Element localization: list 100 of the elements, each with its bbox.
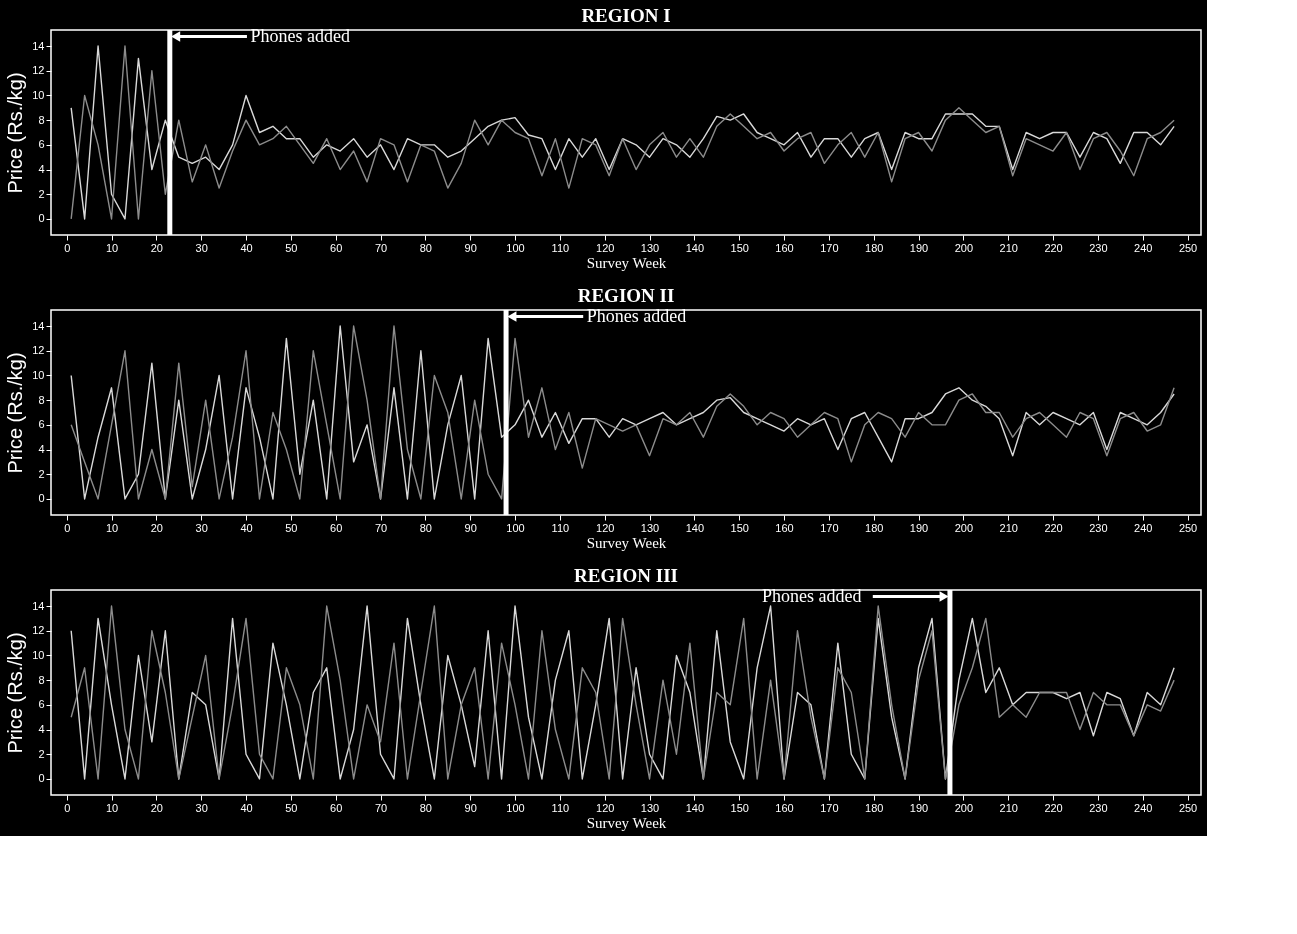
x-tick-label: 20 <box>150 801 163 814</box>
x-tick-label: 210 <box>999 241 1018 254</box>
x-tick-label: 150 <box>730 801 749 814</box>
x-tick-label: 30 <box>195 521 208 534</box>
line-series <box>70 605 1175 780</box>
y-tick-label: 12 <box>32 64 45 77</box>
x-tick-label: 60 <box>330 521 343 534</box>
x-tick-label: 240 <box>1134 521 1153 534</box>
y-tick-label: 0 <box>38 492 45 505</box>
x-tick-label: 100 <box>506 521 525 534</box>
x-tick-label: 20 <box>150 241 163 254</box>
y-tick-label: 4 <box>38 443 45 456</box>
x-tick-label: 220 <box>1044 521 1063 534</box>
y-tick-label: 6 <box>38 698 45 711</box>
line-series <box>70 325 1175 500</box>
y-tick-label: 8 <box>38 113 45 126</box>
chart-title: REGION I <box>581 4 671 26</box>
y-axis-title: Price (Rs./kg) <box>4 72 27 194</box>
x-tick-label: 240 <box>1134 801 1153 814</box>
x-tick-label: 70 <box>374 521 388 534</box>
x-tick-label: 10 <box>105 801 119 814</box>
y-tick-label: 10 <box>32 368 45 381</box>
x-tick-label: 180 <box>865 521 884 534</box>
x-tick-label: 10 <box>105 521 119 534</box>
x-tick-label: 130 <box>640 241 660 254</box>
y-tick-label: 6 <box>38 418 45 431</box>
x-tick-label: 50 <box>285 521 298 534</box>
x-tick-label: 0 <box>64 241 71 254</box>
x-tick-label: 220 <box>1044 801 1063 814</box>
x-tick-label: 220 <box>1044 241 1063 254</box>
x-tick-label: 190 <box>909 801 929 814</box>
ref-line-label: Phones added <box>586 305 687 326</box>
x-tick-label: 160 <box>775 521 794 534</box>
x-tick-label: 160 <box>775 801 794 814</box>
x-tick-label: 190 <box>909 521 929 534</box>
x-tick-label: 0 <box>64 521 71 534</box>
x-tick-label: 140 <box>685 241 705 254</box>
x-tick-label: 210 <box>999 801 1018 814</box>
y-tick-label: 14 <box>32 599 45 612</box>
x-tick-label: 120 <box>596 521 615 534</box>
x-tick-label: 210 <box>999 521 1018 534</box>
y-tick-label: 2 <box>38 467 45 480</box>
x-tick-label: 230 <box>1089 801 1108 814</box>
x-tick-label: 160 <box>775 241 794 254</box>
x-axis-title: Survey Week <box>586 254 667 271</box>
y-tick-label: 0 <box>38 212 45 225</box>
y-tick-label: 12 <box>32 344 45 357</box>
y-tick-label: 4 <box>38 723 45 736</box>
x-tick-label: 170 <box>820 801 839 814</box>
x-tick-label: 230 <box>1089 521 1108 534</box>
y-tick-label: 14 <box>32 319 45 332</box>
x-tick-label: 10 <box>105 241 119 254</box>
y-tick-label: 0 <box>38 772 45 785</box>
y-tick-label: 12 <box>32 624 45 637</box>
x-tick-label: 60 <box>330 801 343 814</box>
y-tick-label: 2 <box>38 747 45 760</box>
ref-line-label: Phones added <box>250 25 351 46</box>
x-tick-label: 180 <box>865 241 884 254</box>
y-tick-label: 2 <box>38 187 45 200</box>
x-tick-label: 70 <box>374 241 388 254</box>
x-tick-label: 200 <box>954 801 974 814</box>
x-axis-title: Survey Week <box>586 534 667 551</box>
x-tick-label: 170 <box>820 521 839 534</box>
x-tick-label: 150 <box>730 521 749 534</box>
y-tick-label: 10 <box>32 648 45 661</box>
x-axis-title: Survey Week <box>586 814 667 831</box>
y-tick-label: 8 <box>38 393 45 406</box>
x-tick-label: 120 <box>596 801 615 814</box>
x-tick-label: 140 <box>685 801 705 814</box>
y-tick-label: 10 <box>32 88 45 101</box>
x-tick-label: 30 <box>195 241 208 254</box>
x-tick-label: 70 <box>374 801 388 814</box>
y-axis-title: Price (Rs./kg) <box>4 352 27 474</box>
x-tick-label: 200 <box>954 241 974 254</box>
x-tick-label: 250 <box>1178 241 1198 254</box>
y-tick-label: 6 <box>38 138 45 151</box>
x-tick-label: 0 <box>64 801 71 814</box>
x-tick-label: 80 <box>419 521 432 534</box>
x-tick-label: 120 <box>596 241 615 254</box>
x-tick-label: 50 <box>285 801 298 814</box>
line-series <box>70 45 1175 220</box>
x-tick-label: 60 <box>330 241 343 254</box>
y-tick-label: 14 <box>32 39 45 52</box>
x-tick-label: 90 <box>464 241 477 254</box>
x-tick-label: 200 <box>954 521 974 534</box>
x-tick-label: 250 <box>1178 521 1198 534</box>
x-tick-label: 180 <box>865 801 884 814</box>
x-tick-label: 30 <box>195 801 208 814</box>
chart-title: REGION III <box>574 564 678 586</box>
x-tick-label: 230 <box>1089 241 1108 254</box>
x-tick-label: 90 <box>464 521 477 534</box>
x-tick-label: 240 <box>1134 241 1153 254</box>
x-tick-label: 50 <box>285 241 298 254</box>
x-tick-label: 40 <box>240 801 253 814</box>
x-tick-label: 90 <box>464 801 477 814</box>
x-tick-label: 150 <box>730 241 749 254</box>
x-tick-label: 250 <box>1178 801 1198 814</box>
y-tick-label: 4 <box>38 163 45 176</box>
x-tick-label: 80 <box>419 801 432 814</box>
x-tick-label: 40 <box>240 521 253 534</box>
